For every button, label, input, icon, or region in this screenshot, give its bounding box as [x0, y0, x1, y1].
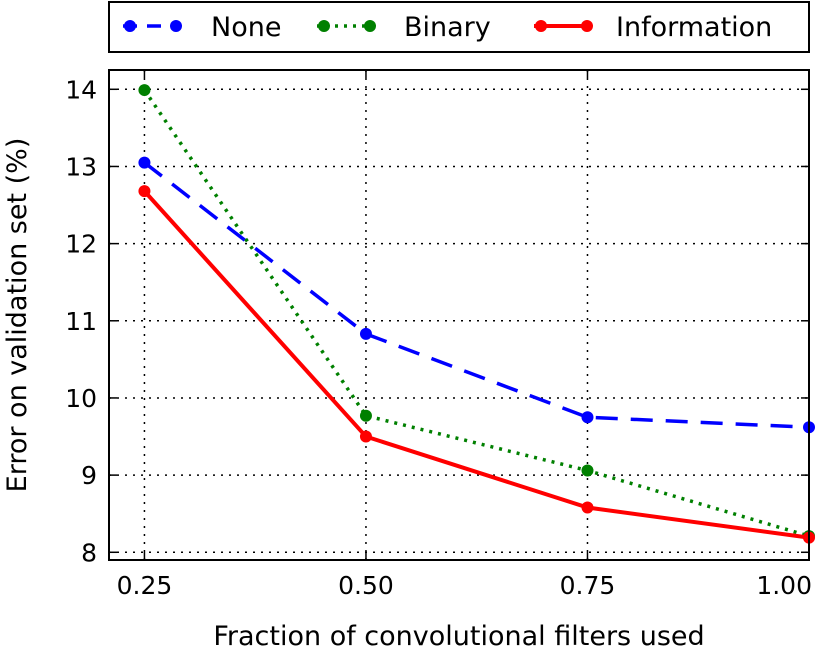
point-binary	[581, 464, 594, 477]
y-tick-label: 10	[65, 384, 97, 413]
legend-box	[108, 1, 810, 53]
plot-frame	[108, 69, 810, 561]
legend-label-none: None	[211, 12, 281, 43]
x-tick-label: 0.75	[560, 571, 616, 600]
x-ticks: 0.25 0.50 0.75 1.00	[117, 70, 812, 600]
legend-marker-none	[170, 20, 182, 32]
series-line-none	[143, 161, 810, 430]
series-line-binary	[142, 89, 810, 538]
y-axis-label: Error on validation set (%)	[2, 138, 33, 493]
legend-marker-information	[535, 20, 547, 32]
y-ticks: 8 9 10 11 12 13 14	[65, 75, 809, 567]
y-tick-label: 9	[81, 461, 97, 490]
legend: None Binary Information	[108, 1, 810, 53]
point-information	[581, 501, 594, 514]
y-tick-label: 14	[65, 75, 97, 104]
legend-marker-binary	[364, 20, 376, 32]
point-none	[359, 327, 372, 340]
point-none	[581, 411, 594, 424]
legend-label-information: Information	[616, 12, 772, 43]
legend-label-binary: Binary	[404, 12, 491, 43]
y-tick-label: 13	[65, 152, 97, 181]
y-tick-label: 11	[65, 307, 97, 336]
series-group	[138, 84, 815, 544]
point-binary	[138, 84, 151, 97]
y-tick-label: 12	[65, 230, 97, 259]
x-tick-label: 1.00	[756, 571, 812, 600]
y-tick-label: 8	[81, 538, 97, 567]
point-information	[359, 430, 372, 443]
series-line-information	[142, 189, 810, 540]
legend-marker-information	[581, 20, 593, 32]
x-tick-label: 0.25	[117, 571, 173, 600]
point-none	[138, 156, 151, 169]
legend-marker-none	[124, 20, 136, 32]
legend-marker-binary	[318, 20, 330, 32]
x-axis-label: Fraction of convolutional filters used	[213, 621, 704, 652]
grid	[109, 70, 810, 560]
point-information	[138, 185, 151, 198]
point-binary	[359, 409, 372, 422]
x-tick-label: 0.50	[338, 571, 394, 600]
